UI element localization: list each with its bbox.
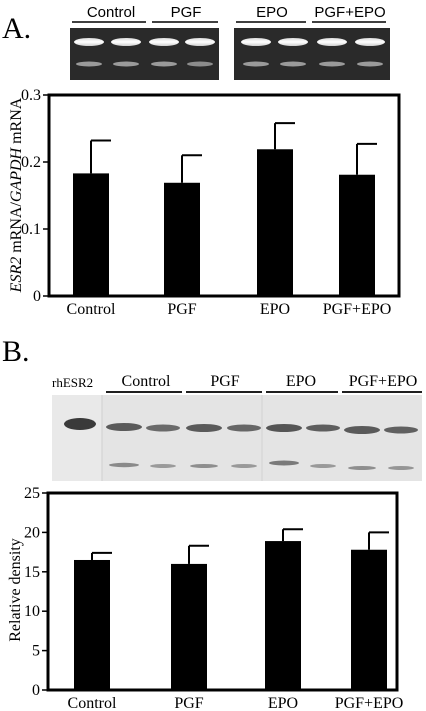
panel-b-ylabel: Relative density [7,538,24,642]
y-tick-label: 25 [24,485,40,502]
y-tick-label: 0.2 [21,154,41,171]
panel-a-letter: A. [2,12,31,45]
bar [74,559,110,690]
y-tick-label: 0 [32,682,40,699]
panel-b-letter: B. [2,335,30,368]
panel-a-gel-image-right [234,28,390,80]
chart-a: 0 0.1 0.2 0.3 Control PGF EPO PGF+EPO [21,87,401,318]
y-tick-label: 10 [24,603,40,620]
x-tick-label: PGF [167,301,196,318]
bar [164,182,200,296]
panel-a-gel-label-pgf-epo: PGF+EPO [314,4,385,21]
y-tick-label: 5 [32,643,40,660]
bar [339,174,375,296]
x-tick-label: PGF [174,695,203,711]
chart-frame [47,93,401,298]
x-tick-label: PGF+EPO [335,695,404,711]
bar [171,563,207,690]
bar [265,541,301,690]
y-tick-label: 0 [33,288,41,305]
panel-b-blot-image [52,395,422,481]
panel-a-gel-labels: Control PGF EPO PGF+EPO [87,4,386,21]
panel-a-ylabel: ESR2 mRNA/GAPDH mRNA [8,97,25,293]
panel-a-gel-label-pgf: PGF [171,4,202,21]
chart-frame [46,491,399,692]
panel-a-gel-image-left [70,28,219,80]
bar [73,173,109,296]
y-tick-label: 0.1 [21,221,41,238]
bar [351,549,387,690]
x-tick-label: EPO [260,301,290,318]
panel-a-gel-label-control: Control [87,4,135,21]
chart-b: 0 5 10 15 20 25 Control PGF EPO PGF+EPO [24,485,403,711]
x-tick-label: Control [68,695,117,711]
panel-a-gel-label-epo: EPO [256,4,288,21]
y-tick-label: 0.3 [21,87,41,104]
bar [257,149,293,296]
y-tick-label: 15 [24,564,40,581]
panel-b-gel-label-pgf: PGF [210,373,239,390]
panel-b-marker-label: rhESR2 [52,375,93,390]
x-tick-label: PGF+EPO [323,301,392,318]
panel-b-gel-label-epo: EPO [286,373,316,390]
x-tick-label: Control [67,301,116,318]
panel-b-gel-labels: Control PGF EPO PGF+EPO [122,373,418,390]
panel-b-gel-label-control: Control [122,373,171,390]
y-tick-label: 20 [24,524,40,541]
x-tick-label: EPO [268,695,298,711]
panel-b-gel-label-pgf-epo: PGF+EPO [349,373,418,390]
